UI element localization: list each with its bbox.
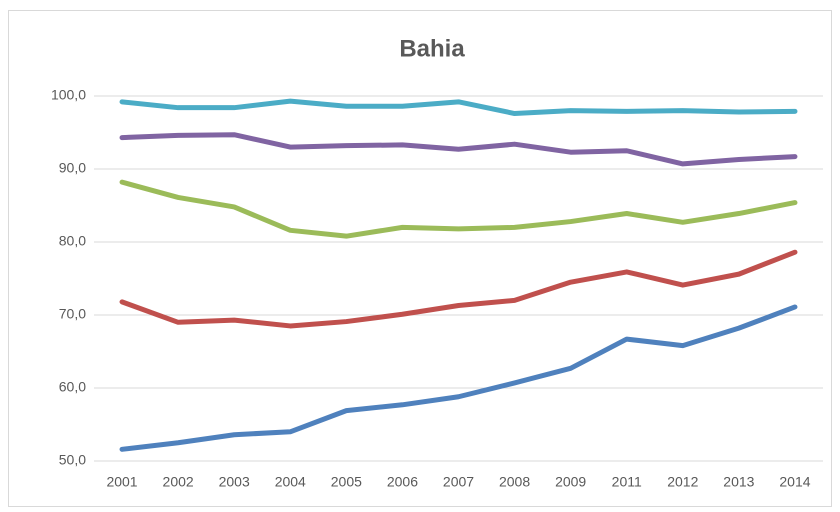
x-tick-label: 2014 <box>779 474 810 490</box>
chart-title: Bahia <box>399 35 465 62</box>
series-line <box>119 98 798 117</box>
x-tick-label: 2007 <box>443 474 474 490</box>
x-tick-label: 2008 <box>499 474 530 490</box>
y-tick-label: 90,0 <box>59 160 86 176</box>
x-tick-label: 2013 <box>723 474 754 490</box>
y-tick-label: 70,0 <box>59 306 86 322</box>
x-tick-label: 2002 <box>163 474 194 490</box>
x-tick-label: 2001 <box>106 474 137 490</box>
x-tick-label: 2011 <box>612 474 642 490</box>
series-line <box>119 179 798 239</box>
x-tick-label: 2009 <box>555 474 586 490</box>
x-tick-label: 2005 <box>331 474 362 490</box>
y-tick-label: 50,0 <box>59 452 86 468</box>
chart-border <box>8 10 832 507</box>
x-tick-label: 2004 <box>275 474 306 490</box>
y-tick-label: 60,0 <box>59 379 86 395</box>
x-tick-label: 2012 <box>667 474 698 490</box>
y-tick-label: 100,0 <box>51 87 86 103</box>
x-tick-label: 2003 <box>219 474 250 490</box>
series-line <box>119 132 798 167</box>
series-line <box>119 304 798 452</box>
x-tick-label: 2006 <box>387 474 418 490</box>
y-tick-label: 80,0 <box>59 233 86 249</box>
series-line <box>119 249 798 329</box>
